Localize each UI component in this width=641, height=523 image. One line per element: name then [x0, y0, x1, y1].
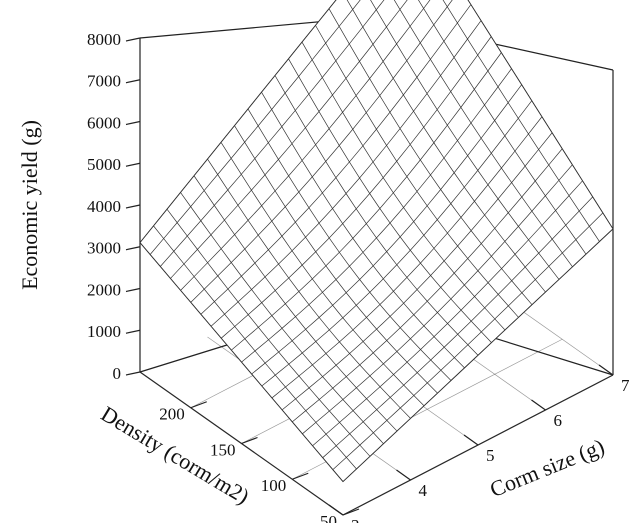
z-tick-mark: [126, 247, 140, 250]
z-tick-label: 2000: [87, 280, 121, 299]
z-tick-mark: [126, 122, 140, 125]
corm-size-tick-mark: [532, 400, 546, 410]
z-tick-label: 6000: [87, 113, 121, 132]
density-tick-label: 200: [159, 405, 185, 424]
z-tick-mark: [126, 330, 140, 333]
z-tick-label: 3000: [87, 239, 121, 258]
z-tick-label: 8000: [87, 30, 121, 49]
yield-surface: [140, 0, 613, 482]
z-tick-label: 5000: [87, 155, 121, 174]
corm-size-tick-mark: [397, 470, 411, 480]
z-tick-mark: [126, 372, 140, 375]
z-tick-mark: [126, 80, 140, 83]
z-axis-ticks: 0 1000 2000 3000 4000 5000 6000 7000 8000: [87, 30, 140, 383]
corm-size-tick-label: 4: [419, 481, 428, 500]
density-tick-mark: [242, 438, 258, 444]
corm-size-axis-label: Corm size (g): [486, 433, 608, 501]
z-tick-mark: [126, 289, 140, 292]
corm-size-tick-mark: [464, 435, 478, 445]
density-tick-label: 50: [320, 512, 337, 523]
corm-size-tick-label: 3: [351, 516, 360, 523]
z-tick-mark: [126, 205, 140, 208]
density-tick-mark: [292, 473, 308, 479]
corm-size-tick-label: 7: [621, 376, 630, 395]
corm-size-tick-label: 5: [486, 446, 495, 465]
z-tick-mark: [126, 163, 140, 166]
z-tick-label: 7000: [87, 72, 121, 91]
corm-size-tick-label: 6: [554, 411, 563, 430]
z-tick-mark: [126, 38, 140, 41]
density-tick-label: 100: [261, 476, 287, 495]
density-tick-label: 150: [210, 440, 236, 459]
density-tick-mark: [343, 509, 359, 515]
z-tick-label: 1000: [87, 322, 121, 341]
z-tick-label: 0: [113, 364, 122, 383]
z-axis-label: Economic yield (g): [17, 120, 42, 290]
z-tick-label: 4000: [87, 197, 121, 216]
corm-size-tick-mark: [599, 365, 613, 375]
density-tick-mark: [191, 402, 207, 408]
